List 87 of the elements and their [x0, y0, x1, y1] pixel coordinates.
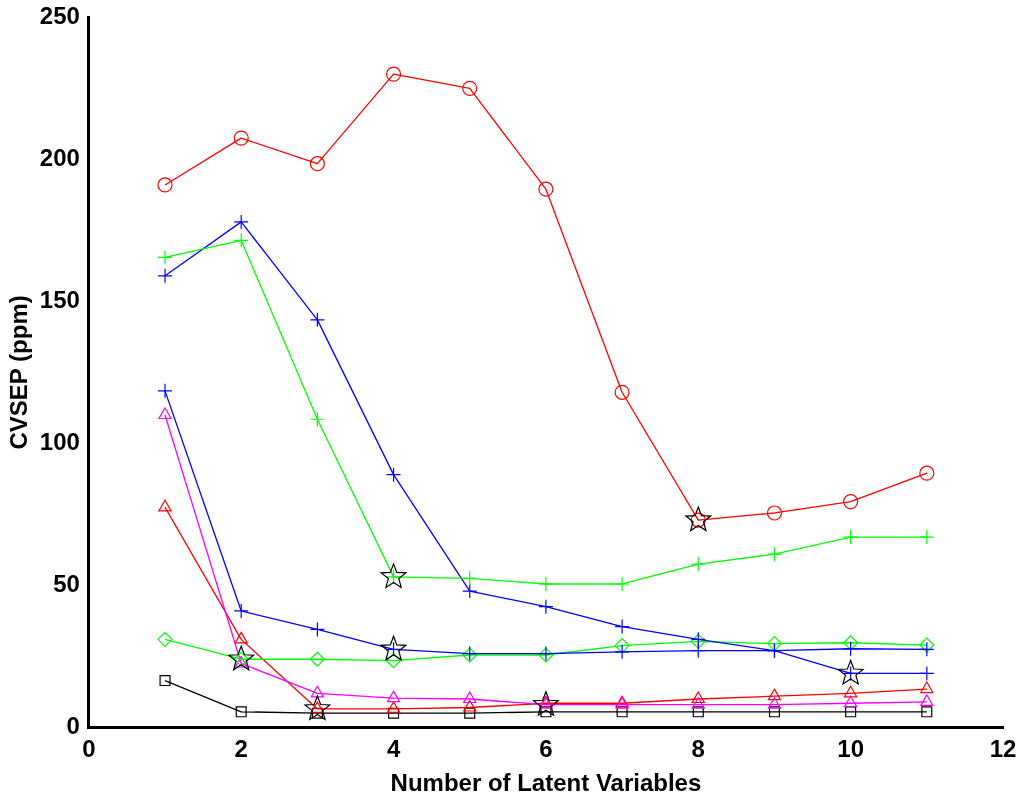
point [157, 268, 173, 284]
point [235, 706, 247, 718]
point [919, 637, 935, 653]
point [309, 651, 325, 667]
y-tick-label: 200 [39, 144, 80, 172]
x-tick-label: 4 [386, 735, 401, 763]
point [385, 653, 402, 669]
point [380, 635, 407, 661]
point [837, 659, 864, 685]
point [462, 80, 478, 96]
x-axis-title: Number of Latent Variables [390, 769, 702, 797]
point [766, 546, 783, 562]
point [843, 635, 859, 651]
point [920, 681, 934, 694]
point [843, 641, 859, 657]
point [614, 638, 630, 654]
point [919, 529, 935, 545]
point [538, 181, 554, 197]
point [157, 631, 173, 647]
point [233, 214, 249, 230]
point [157, 383, 173, 399]
point [614, 644, 630, 660]
point [692, 706, 704, 718]
point [690, 643, 706, 659]
y-tick-label: 150 [39, 286, 80, 314]
point [159, 674, 171, 687]
point [463, 691, 477, 704]
point [532, 691, 559, 716]
point [309, 411, 325, 427]
point [690, 556, 706, 572]
point [228, 645, 255, 671]
point [919, 665, 935, 682]
point [158, 499, 172, 512]
point [386, 701, 401, 714]
point [768, 706, 781, 718]
point [843, 494, 859, 510]
point [309, 156, 325, 172]
point [616, 706, 628, 718]
y-tick-label: 100 [39, 428, 80, 456]
point [233, 603, 249, 619]
point [462, 583, 478, 599]
point [919, 641, 935, 657]
point [919, 465, 935, 481]
point [691, 697, 705, 709]
point [463, 699, 477, 712]
point [157, 249, 173, 265]
point [385, 66, 402, 82]
point [158, 407, 172, 420]
point [920, 694, 934, 706]
point [309, 312, 325, 328]
point [310, 685, 325, 698]
point [234, 631, 248, 644]
point [233, 130, 249, 146]
point [685, 506, 712, 532]
point [766, 636, 783, 652]
x-tick-label: 6 [539, 735, 553, 763]
point [540, 706, 552, 718]
point [380, 563, 407, 588]
point [691, 691, 705, 704]
x-tick-label: 8 [691, 735, 705, 763]
y-axis-title: CVSEP (ppm) [5, 295, 33, 450]
point [614, 384, 630, 400]
point [386, 690, 401, 703]
point [538, 599, 554, 615]
point [843, 695, 858, 708]
point [843, 529, 859, 545]
point [843, 685, 858, 698]
y-tick-label: 50 [53, 570, 80, 598]
point [614, 618, 630, 635]
x-tick-label: 12 [989, 735, 1017, 763]
x-tick-label: 10 [837, 735, 864, 763]
point [921, 706, 933, 718]
y-tick-label: 0 [66, 712, 80, 740]
point [464, 707, 476, 719]
point [767, 688, 782, 701]
x-tick-label: 2 [234, 735, 248, 763]
point [766, 505, 783, 521]
point [614, 576, 630, 592]
point [304, 695, 331, 721]
point [462, 570, 478, 586]
point [538, 576, 554, 592]
point [309, 621, 325, 638]
point [233, 232, 249, 248]
point [385, 467, 402, 483]
point [767, 697, 782, 709]
point [157, 177, 173, 193]
y-tick-label: 250 [39, 2, 80, 30]
